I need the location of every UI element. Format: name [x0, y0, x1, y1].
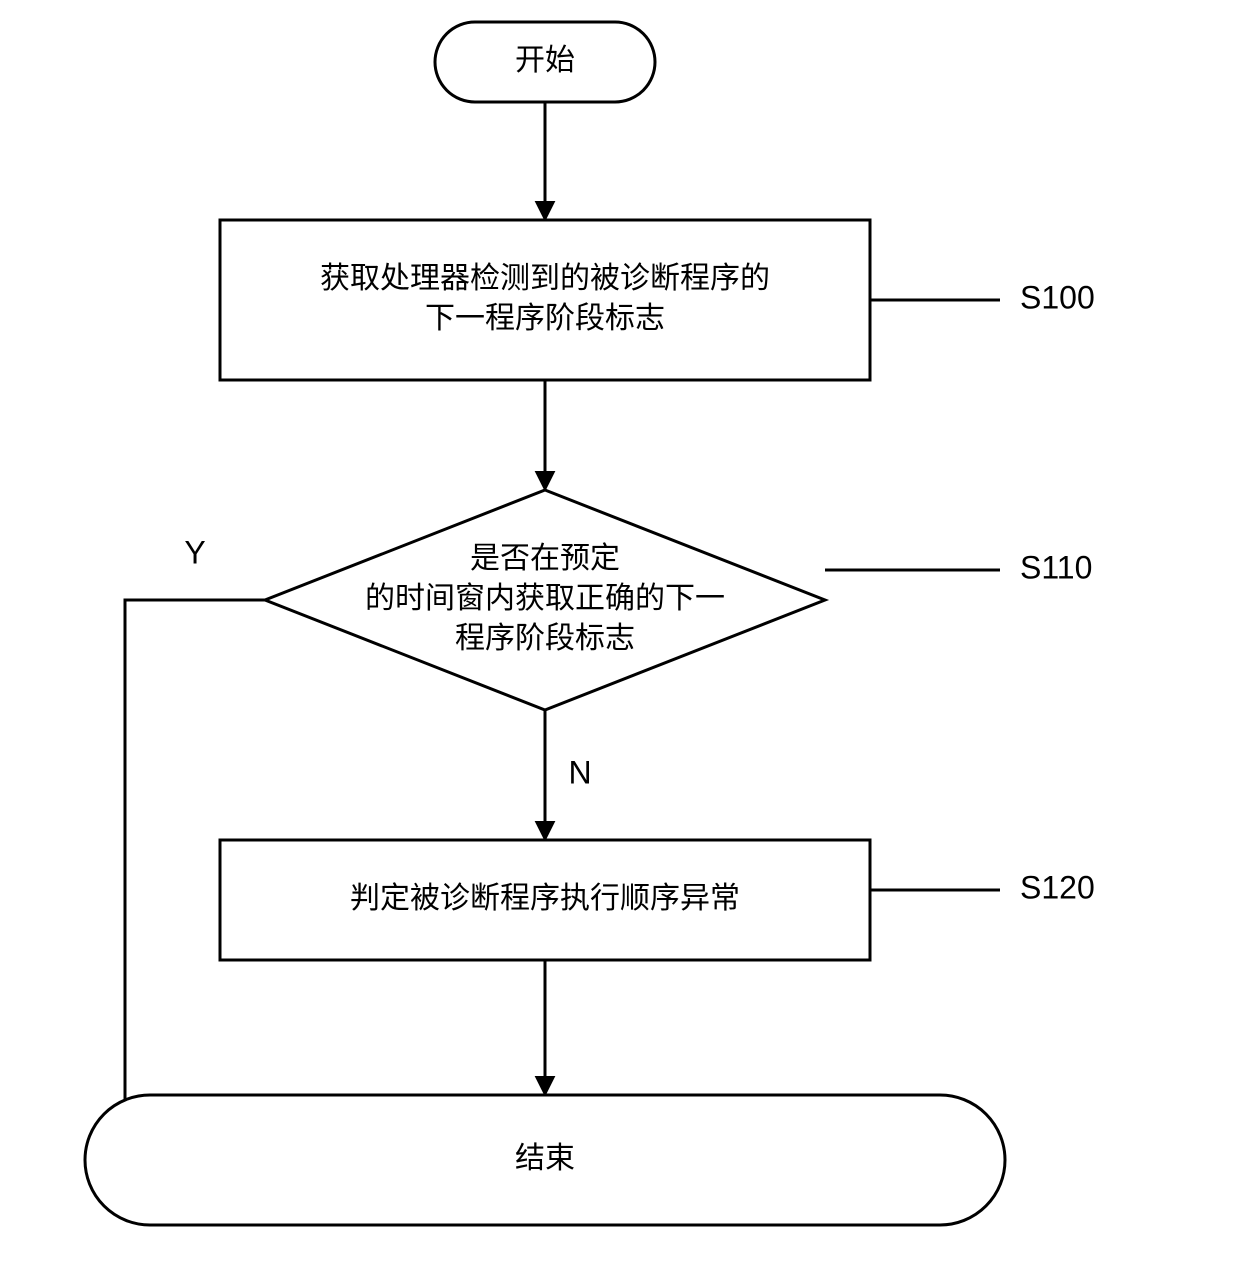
- branch-label-yes: Y: [184, 534, 205, 570]
- node-s120-text: 判定被诊断程序执行顺序异常: [350, 882, 740, 915]
- node-start-text: 开始: [515, 44, 575, 77]
- node-s110-text: 程序阶段标志: [455, 622, 635, 655]
- node-s110-text: 是否在预定: [470, 542, 620, 575]
- node-end-text: 结束: [515, 1142, 575, 1175]
- node-s110-text: 的时间窗内获取正确的下一: [365, 582, 725, 615]
- node-s100: [220, 220, 870, 380]
- node-s100-text: 获取处理器检测到的被诊断程序的: [320, 262, 770, 295]
- step-label-s120: S120: [1020, 869, 1095, 905]
- node-s100-text: 下一程序阶段标志: [425, 302, 665, 335]
- branch-label-no: N: [568, 754, 591, 790]
- step-label-s100: S100: [1020, 279, 1095, 315]
- step-label-s110: S110: [1020, 549, 1092, 585]
